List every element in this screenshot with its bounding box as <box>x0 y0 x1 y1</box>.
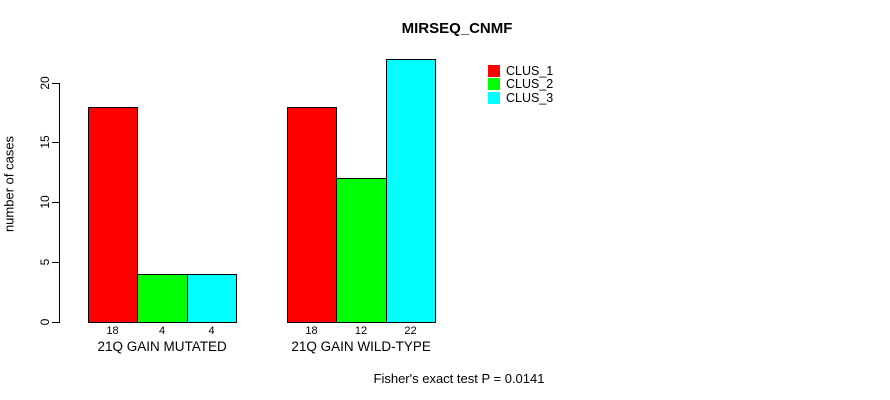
bar-value-label: 12 <box>354 325 368 337</box>
group-label-mutated: 21Q GAIN MUTATED <box>97 339 227 354</box>
bar-value-label: 4 <box>208 325 215 337</box>
y-axis-tick <box>52 322 59 323</box>
y-axis-tick <box>52 142 59 143</box>
y-axis-label: number of cases <box>1 135 17 233</box>
y-axis-tick <box>52 262 59 263</box>
bar-clus_1-mutated <box>88 107 138 323</box>
bar-clus_2-mutated <box>137 274 188 323</box>
bar-clus_3-wild-type <box>386 59 436 323</box>
bar-value-label: 18 <box>305 325 318 337</box>
y-axis-line <box>59 83 60 323</box>
bar-value-label: 4 <box>158 325 166 337</box>
legend-label-clus_3: CLUS_3 <box>506 90 554 105</box>
legend-label-clus_1: CLUS_1 <box>506 64 554 78</box>
y-axis-tick-label: 15 <box>38 135 52 149</box>
fisher-test-annotation: Fisher's exact test P = 0.0141 <box>373 371 545 386</box>
y-axis-tick-label: 0 <box>38 318 52 326</box>
legend-swatch-clus_3 <box>488 91 500 104</box>
y-axis-tick-label: 5 <box>38 258 52 266</box>
legend-label-clus_2: CLUS_2 <box>506 77 554 92</box>
legend-swatch-clus_1 <box>488 65 500 77</box>
bar-clus_3-mutated <box>187 274 237 323</box>
chart-title: MIRSEQ_CNMF <box>401 20 513 37</box>
group-label-wild-type: 21Q GAIN WILD-TYPE <box>291 339 431 354</box>
y-axis-tick-label: 10 <box>38 195 52 209</box>
bar-clus_2-wild-type <box>336 178 387 323</box>
y-axis-tick <box>52 202 59 203</box>
y-axis-tick <box>52 83 59 84</box>
bar-value-label: 18 <box>106 325 119 337</box>
bar-clus_1-wild-type <box>287 107 337 323</box>
y-axis-tick-label: 20 <box>38 76 52 90</box>
bar-value-label: 22 <box>404 325 417 337</box>
legend-swatch-clus_2 <box>488 78 500 91</box>
